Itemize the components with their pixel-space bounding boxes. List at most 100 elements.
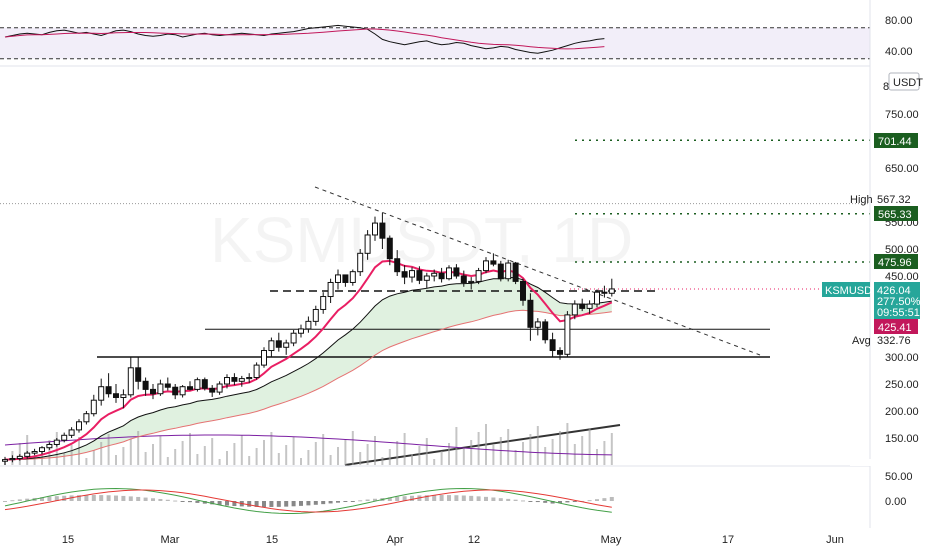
price-pane xyxy=(0,139,870,466)
macd-histogram-bar xyxy=(54,496,59,501)
candle-body xyxy=(298,328,304,334)
candle-body xyxy=(261,350,267,366)
volume-ma-line xyxy=(4,434,612,456)
candle-body xyxy=(68,429,75,436)
macd-histogram-bar xyxy=(136,496,141,501)
volume-bar xyxy=(263,440,265,465)
candle-body xyxy=(527,299,534,328)
volume-bar xyxy=(596,449,598,465)
candle-body xyxy=(201,379,208,389)
level-tag-475-text: 475.96 xyxy=(878,257,912,269)
volume-bar xyxy=(588,428,591,465)
candle-body xyxy=(283,342,290,348)
volume-bar xyxy=(529,434,532,465)
low-tag-mask xyxy=(850,459,920,466)
candle-body xyxy=(394,258,401,273)
candle-body xyxy=(349,271,356,283)
volume-bar xyxy=(455,427,458,465)
macd-histogram-bar xyxy=(565,501,570,503)
price-tick-label: 200.00 xyxy=(885,406,919,418)
volume-bar xyxy=(181,441,184,465)
macd-histogram-bar xyxy=(558,501,562,504)
volume-bar xyxy=(566,423,569,465)
volume-bar xyxy=(26,435,29,465)
macd-histogram-bar xyxy=(40,497,44,501)
ma-price-bg xyxy=(874,319,918,334)
volume-bar xyxy=(196,454,199,465)
candle-body xyxy=(520,280,526,301)
volume-bar xyxy=(203,446,206,465)
candle-body xyxy=(157,383,164,395)
macd-histogram-bar xyxy=(454,495,459,501)
macd-histogram-bar xyxy=(609,496,614,501)
macd-histogram-bar xyxy=(3,501,7,502)
candle-body xyxy=(46,443,53,449)
volume-bar xyxy=(411,454,413,465)
macd-histogram-bar xyxy=(410,495,414,501)
candle-body xyxy=(431,272,438,277)
volume-bar xyxy=(351,431,354,465)
volume-bar xyxy=(403,433,406,465)
volume-bar xyxy=(396,441,399,465)
ema-50-line xyxy=(5,309,612,461)
last-price-tag: KSMUSDT 426.04 277.50% 09:55:51 xyxy=(822,282,921,319)
macd-histogram-bar xyxy=(114,495,118,501)
candle-body xyxy=(438,272,445,280)
volume-bar xyxy=(18,443,21,465)
volume-bar xyxy=(544,447,547,465)
macd-histogram-bar xyxy=(343,501,348,502)
macd-line xyxy=(4,487,612,514)
macd-histogram-bar xyxy=(84,495,89,501)
volume-bar xyxy=(152,444,154,465)
candle-body xyxy=(549,339,556,352)
volume-bar xyxy=(388,449,391,465)
volume-bar xyxy=(485,424,487,465)
candle-body xyxy=(246,377,253,380)
volume-bar xyxy=(374,436,376,465)
volume-bar xyxy=(137,431,140,465)
macd-signal-line xyxy=(4,489,612,513)
macd-axis: 50.00 0.00 xyxy=(885,471,913,508)
candle-body xyxy=(39,447,45,453)
time-tick-label: Jun xyxy=(826,534,844,546)
currency-badge[interactable] xyxy=(888,72,920,91)
candle-body xyxy=(24,452,31,457)
high-tag: High 567.32 xyxy=(850,194,911,206)
candle-body xyxy=(475,270,482,282)
volume-bar xyxy=(55,432,58,465)
level-tag-701: 701.44 xyxy=(874,133,918,148)
macd-histogram-bar xyxy=(476,496,481,501)
time-tick-label: Mar xyxy=(161,534,180,546)
macd-histogram-bar xyxy=(121,495,126,501)
macd-histogram-bar xyxy=(128,496,133,501)
candle-body xyxy=(127,367,134,396)
candle-body xyxy=(372,222,378,236)
macd-histogram-bar xyxy=(180,501,185,502)
candle-body xyxy=(364,234,371,254)
candle-body xyxy=(238,378,245,382)
symbol-tag-text: KSMUSDT xyxy=(825,285,879,297)
candle-body xyxy=(357,252,364,273)
macd-histogram-bar xyxy=(513,499,518,501)
low-tag xyxy=(850,459,920,466)
candle-body xyxy=(164,383,171,388)
volume-bar xyxy=(522,442,524,465)
candle-body xyxy=(9,458,16,461)
avg-label: Avg xyxy=(852,335,871,347)
candle-body xyxy=(135,367,142,382)
macd-histogram-bar xyxy=(269,501,274,507)
high-value: 567.32 xyxy=(877,194,911,206)
rsi-tick-label: 80.00 xyxy=(885,15,913,27)
price-tick-label: 750.00 xyxy=(885,109,919,121)
volume-bar xyxy=(78,437,80,465)
macd-histogram-bar xyxy=(291,501,296,507)
volume-bar xyxy=(41,448,43,465)
macd-histogram-bar xyxy=(321,501,326,505)
candle-body xyxy=(571,303,578,316)
rsi-axis: 80.00 40.00 xyxy=(885,15,913,58)
price-tick-label: 300.00 xyxy=(885,352,919,364)
macd-histogram-bar xyxy=(469,495,474,501)
bar-countdown: 09:55:51 xyxy=(877,307,920,319)
candle-body xyxy=(497,263,504,280)
